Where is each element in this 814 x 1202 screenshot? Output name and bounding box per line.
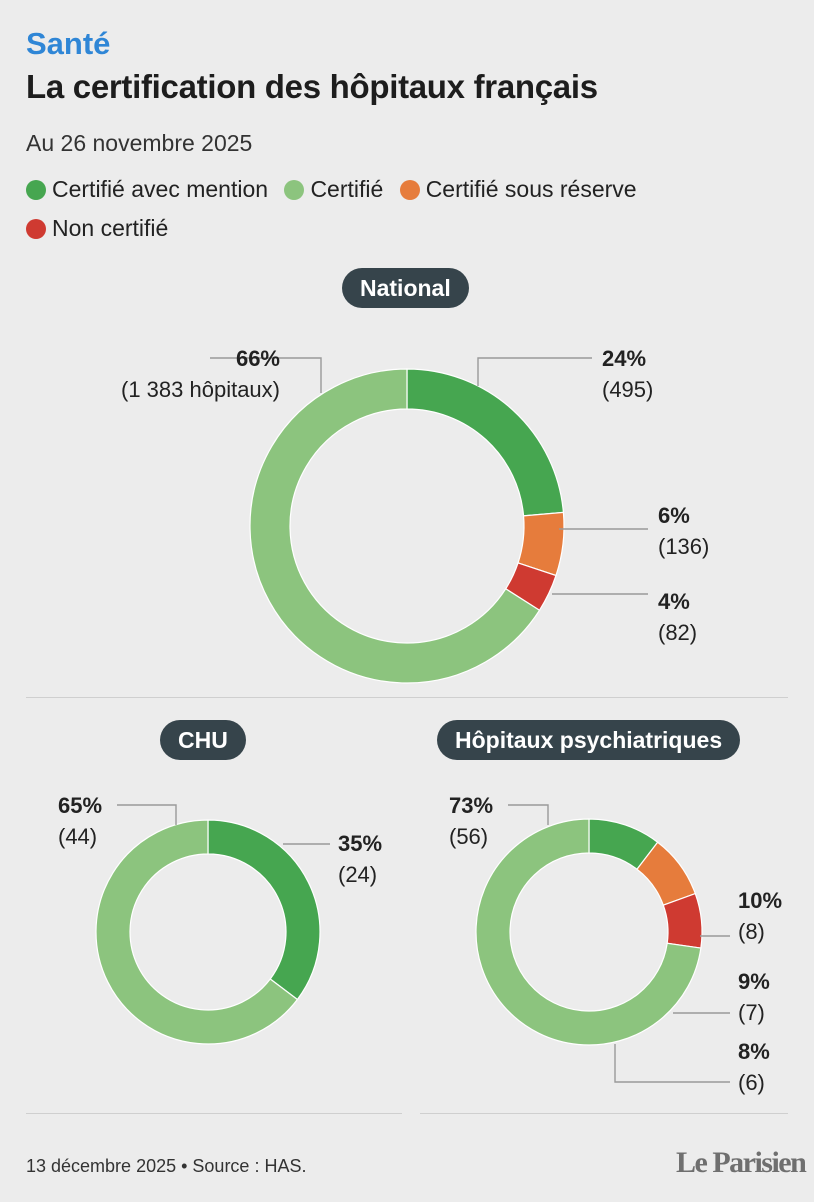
source-note: 13 décembre 2025 • Source : HAS. <box>26 1156 307 1176</box>
psy-label-certifie: 73% (56) <box>449 790 493 852</box>
count-label: (7) <box>738 1000 765 1025</box>
count-label: (136) <box>658 534 710 559</box>
slice-certifie <box>249 368 541 684</box>
legend-item: Certifié sous réserve <box>399 176 637 203</box>
national-label-reserve: 6% (136) <box>658 500 709 562</box>
percent-label: 65% <box>58 793 103 818</box>
percent-label: 35% <box>338 831 383 856</box>
chu-label-certifie: 65% (44) <box>58 790 102 852</box>
legend-dot <box>26 179 46 200</box>
kicker: Santé <box>26 26 111 61</box>
psy-label-mention: 10% (8) <box>738 885 782 947</box>
count-label: (82) <box>658 620 698 645</box>
national-title-pill: National <box>342 268 469 308</box>
leader-line <box>477 357 592 386</box>
count-label: (1 383 hôpitaux) <box>121 377 280 402</box>
legend-label: Certifié sous réserve <box>425 176 637 202</box>
psy-donut <box>475 818 703 1046</box>
legend-dot <box>26 218 46 239</box>
slice-certifie-avec-mention <box>406 368 565 517</box>
count-label: (6) <box>738 1070 765 1095</box>
national-label-mention: 24% (495) <box>602 343 653 405</box>
page-title: La certification des hôpitaux français <box>26 68 598 105</box>
chu-label-mention: 35% (24) <box>338 828 382 890</box>
leader-line <box>508 804 549 825</box>
percent-label: 10% <box>738 888 783 913</box>
percent-label: 66% <box>235 346 280 371</box>
psy-label-non-certifie: 8% (6) <box>738 1036 770 1098</box>
count-label: (8) <box>738 919 765 944</box>
chu-title-pill: CHU <box>160 720 246 760</box>
percent-label: 73% <box>449 793 494 818</box>
count-label: (44) <box>58 824 98 849</box>
legend-dot <box>284 179 305 200</box>
leader-line <box>117 804 177 825</box>
leader-line <box>614 1044 730 1083</box>
legend-label: Non certifié <box>52 215 169 241</box>
legend-label: Certifié <box>310 176 384 202</box>
date-label: Au 26 novembre 2025 <box>26 130 253 156</box>
divider <box>420 1113 788 1114</box>
national-donut <box>249 368 565 684</box>
legend-item: Certifié avec mention <box>26 176 268 203</box>
percent-label: 4% <box>658 589 690 614</box>
slice-certifie <box>475 818 702 1046</box>
legend-item: Certifié <box>284 176 383 203</box>
psy-label-reserve: 9% (7) <box>738 966 770 1028</box>
percent-label: 8% <box>738 1039 770 1064</box>
chu-donut <box>95 819 321 1045</box>
count-label: (56) <box>449 824 489 849</box>
percent-label: 6% <box>658 503 690 528</box>
count-label: (495) <box>602 377 654 402</box>
national-label-non-certifie: 4% (82) <box>658 586 697 648</box>
leader-line <box>210 357 322 393</box>
slice-certifie <box>95 819 299 1045</box>
legend-item: Non certifié <box>26 215 168 242</box>
brand-logo: Le Parisien <box>676 1146 807 1179</box>
divider <box>26 1113 402 1114</box>
legend-dot <box>399 179 420 200</box>
legend: Certifié avec mention Certifié Certifié … <box>26 176 726 254</box>
national-label-certifie: 66% (1 383 hôpitaux) <box>121 343 280 405</box>
leader-lines <box>117 357 730 1083</box>
slice-certifie-avec-mention <box>207 819 321 1001</box>
psy-title-pill: Hôpitaux psychiatriques <box>437 720 741 760</box>
legend-label: Certifié avec mention <box>52 176 269 202</box>
percent-label: 24% <box>602 346 647 371</box>
divider <box>26 697 788 698</box>
count-label: (24) <box>338 862 378 887</box>
percent-label: 9% <box>738 969 770 994</box>
